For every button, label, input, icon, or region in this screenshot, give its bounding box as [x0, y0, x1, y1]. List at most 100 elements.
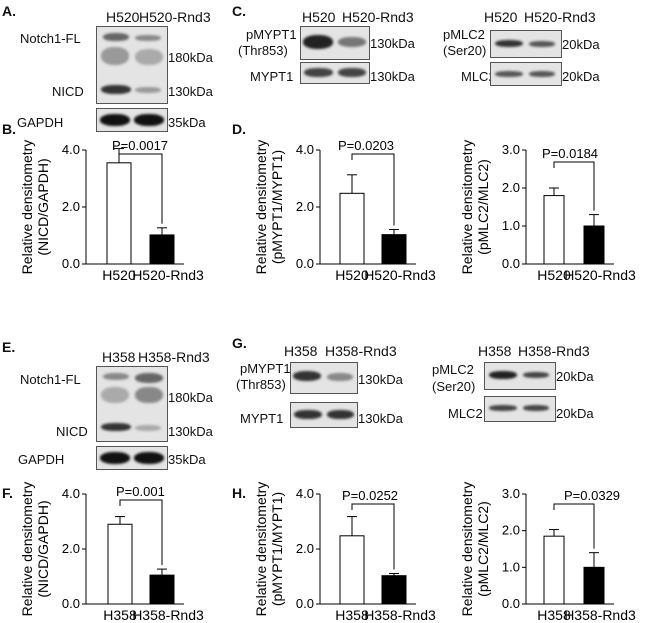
blot-gapdh: [96, 108, 168, 132]
significance-bracket: [118, 153, 163, 224]
panel-label-a: A.: [2, 3, 16, 19]
row-label-mypt1: MYPT1: [250, 69, 294, 84]
bar-chart-pmlc2-mlc2-h520: 0.0 1.0 2.0 3.0 Relative densitometry (pMLC2/…: [459, 140, 636, 283]
y-tick-label: 0.0: [62, 596, 80, 611]
p-value-label: P=0.0203: [338, 138, 394, 153]
mw-marker-35: 35kDa: [168, 115, 206, 130]
panel-label-e: E.: [2, 339, 16, 355]
category-label: H520-Rnd3: [132, 267, 204, 283]
y-tick-label: 0.0: [62, 256, 80, 271]
bar: [583, 566, 605, 605]
blot-mlc2: [484, 396, 556, 422]
blot-pmypt1: [300, 26, 370, 60]
mw-marker-20: 20kDa: [562, 69, 600, 84]
blot-notch1: [96, 26, 168, 104]
row-label-pmypt1: pMYPT1: [246, 27, 297, 42]
lane-label-h358-rnd3: H358-Rnd3: [518, 343, 590, 359]
category-label: H358: [335, 607, 369, 623]
bar: [339, 535, 365, 605]
category-label: H520-Rnd3: [364, 267, 436, 283]
mw-marker-130: 130kDa: [168, 424, 213, 439]
mw-marker-35: 35kDa: [168, 452, 206, 467]
bar: [149, 234, 175, 265]
mw-marker-130: 130kDa: [370, 69, 415, 84]
y-tick-label: 2.0: [296, 199, 314, 214]
y-tick-label: 4.0: [62, 142, 80, 157]
mw-marker-130: 130kDa: [358, 411, 403, 426]
y-tick-label: 4.0: [296, 142, 314, 157]
bar: [106, 162, 132, 265]
y-tick-label: 1.0: [502, 559, 520, 574]
row-label-mlc2: MLC2: [461, 69, 496, 84]
mw-marker-130: 130kDa: [358, 372, 403, 387]
category-label: H358: [537, 607, 571, 623]
y-axis-label: Relative densitometry: [459, 482, 475, 617]
panel-label-d: D.: [232, 121, 246, 137]
bar: [543, 195, 565, 265]
lane-label-h520-rnd3: H520-Rnd3: [342, 9, 414, 25]
bar: [381, 234, 407, 265]
mw-marker-20: 20kDa: [556, 369, 594, 384]
y-axis-label: (pMYPT1/MYPT1): [269, 150, 285, 264]
y-tick-label: 0.0: [502, 596, 520, 611]
row-label-notch1-fl: Notch1-FL: [20, 372, 81, 387]
blot-pmlc2: [490, 30, 562, 58]
lane-label-h520: H520: [484, 9, 518, 25]
blot-notch1: [96, 366, 168, 442]
p-value-label: P=0.0252: [342, 488, 398, 503]
mw-marker-20: 20kDa: [556, 406, 594, 421]
panel-label-f: F.: [2, 485, 13, 501]
row-label-ser20: (Ser20): [432, 379, 476, 394]
y-tick-label: 3.0: [502, 486, 520, 501]
blot-mlc2: [490, 62, 562, 86]
p-value-label: P=0.0329: [564, 488, 620, 503]
category-label: H358-Rnd3: [564, 607, 636, 623]
y-tick-label: 2.0: [502, 180, 520, 195]
lane-label-h520: H520: [302, 9, 336, 25]
y-axis-label: (NICD/GAPDH): [35, 500, 51, 597]
y-axis-label: Relative densitometry: [253, 482, 269, 617]
lane-label-h358-rnd3: H358-Rnd3: [138, 349, 210, 365]
significance-bracket: [553, 503, 595, 549]
bar: [583, 225, 605, 265]
bar: [381, 575, 407, 605]
p-value-label: P=0.0184: [542, 146, 598, 161]
category-label: H520-Rnd3: [564, 267, 636, 283]
row-label-mypt1: MYPT1: [240, 411, 284, 426]
significance-bracket: [119, 499, 163, 566]
y-axis-label: (pMYPT1/MYPT1): [269, 492, 285, 606]
category-label: H358: [103, 607, 137, 623]
y-tick-label: 2.0: [62, 541, 80, 556]
y-tick-label: 2.0: [502, 523, 520, 538]
panel-label-c: C.: [232, 3, 246, 19]
y-tick-label: 0.0: [296, 596, 314, 611]
significance-bracket: [351, 503, 395, 570]
y-axis-label: (NICD/GAPDH): [35, 158, 51, 255]
row-label-gapdh: GAPDH: [17, 115, 64, 130]
category-label: H358-Rnd3: [132, 607, 204, 623]
panel-label-h: H.: [232, 485, 246, 501]
category-label: H520: [537, 267, 571, 283]
mw-marker-130: 130kDa: [370, 36, 415, 51]
mw-marker-20: 20kDa: [562, 37, 600, 52]
significance-bracket: [553, 161, 595, 211]
bar-chart-pmlc2-mlc2-h358: 0.0 1.0 2.0 3.0 Relative densitometry (pMLC2/…: [459, 482, 636, 623]
row-label-notch1-fl: Notch1-FL: [20, 31, 81, 46]
y-axis-label: (pMLC2/MLC2): [475, 159, 491, 255]
row-label-nicd: NICD: [52, 84, 84, 99]
y-axis-label: Relative densitometry: [459, 140, 475, 275]
row-label-thr853: (Thr853): [238, 43, 288, 58]
y-axis-label: Relative densitometry: [19, 140, 35, 275]
lane-label-h358: H358: [478, 343, 512, 359]
blot-gapdh: [96, 446, 168, 470]
bar: [339, 192, 365, 265]
row-label-pmlc2: pMLC2: [443, 27, 485, 42]
y-tick-label: 4.0: [62, 486, 80, 501]
mw-marker-130: 130kDa: [168, 84, 213, 99]
row-label-gapdh: GAPDH: [18, 452, 65, 467]
lane-label-h358: H358: [284, 343, 318, 359]
lane-label-h358-rnd3: H358-Rnd3: [325, 343, 397, 359]
panel-label-g: G.: [232, 335, 247, 351]
y-tick-label: 2.0: [62, 199, 80, 214]
lane-label-h358: H358: [102, 349, 136, 365]
